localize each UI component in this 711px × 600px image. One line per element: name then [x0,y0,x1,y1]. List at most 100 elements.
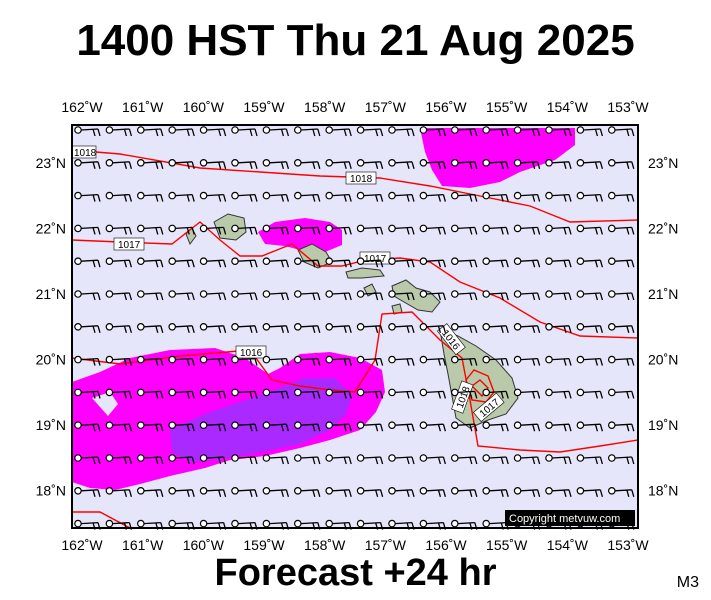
wind-barb [231,486,258,497]
wind-barb [325,224,352,235]
lon-tick-bottom-label: 159˚W [243,537,285,553]
wind-barb [419,355,447,366]
wind-barb [325,388,352,399]
wind-barb [199,388,227,399]
wind-barbs [74,126,635,530]
wind-barb [545,322,572,333]
lon-tick-bottom-label: 158˚W [304,537,346,553]
isobar-label-1: 1018 [71,145,97,159]
wind-barb [482,454,509,465]
wind-barb [199,421,227,432]
wind-barb [607,486,635,497]
wind-barb [388,486,415,497]
wind-barb [293,519,321,530]
lon-tick-top-label: 157˚W [365,99,407,115]
wind-barb [576,388,604,399]
wind-barb [513,126,541,137]
wind-barb [199,290,227,301]
wind-barb [199,519,227,530]
wind-barb [356,224,384,235]
wind-barb [168,322,195,333]
lat-ticks-right: 23˚N 22˚N 21˚N 20˚N 19˚N 18˚N [648,155,678,499]
wind-barb [607,257,635,268]
lat-tick-right-label: 23˚N [648,155,678,171]
wind-barb [325,322,352,333]
lon-tick-top-label: 161˚W [122,99,164,115]
wind-barb [137,519,164,530]
wind-barb [168,355,195,366]
rain-area-inner-hole [92,392,118,416]
wind-barb [105,191,133,202]
wind-barb [607,191,635,202]
wind-barb [576,224,604,235]
wind-barb [293,355,321,366]
wind-barb [231,159,258,169]
wind-barb [105,388,133,399]
wind-barb [356,257,384,268]
svg-text:1018: 1018 [350,174,373,185]
lon-tick-top-label: 156˚W [425,99,467,115]
wind-barb [231,224,258,235]
wind-barb [105,454,133,465]
wind-barb [450,290,478,301]
wind-barb [168,159,195,169]
wind-barb [450,159,478,169]
wind-barb [450,322,478,333]
wind-barb [325,290,352,301]
wind-barb [325,486,352,497]
wind-barb [168,454,195,465]
wind-barb [356,486,384,497]
wind-barb [74,486,101,497]
wind-barb [168,486,195,497]
wind-barb [607,290,635,301]
wind-barb [199,322,227,333]
lon-tick-top-label: 155˚W [486,99,528,115]
wind-barb [482,322,509,333]
wind-barb [450,388,478,399]
wind-barb [199,454,227,465]
wind-barb [325,421,352,432]
wind-barb [293,257,321,268]
wind-barb [168,290,195,301]
rain-area-heavy [170,378,352,462]
lon-tick-bottom-label: 154˚W [547,537,589,553]
wind-barb [545,355,572,366]
wind-barb [607,224,635,235]
wind-barb [545,290,572,301]
wind-barb [607,388,635,399]
wind-barb [388,126,415,137]
wind-barb [576,290,604,301]
wind-barb [325,159,352,169]
wind-barb [576,322,604,333]
wind-barb [356,388,384,399]
wind-barb [356,322,384,333]
wind-barb [262,421,290,432]
wind-barb [74,454,101,465]
wind-barb [137,159,164,169]
lat-tick-right-label: 20˚N [648,352,678,368]
wind-barb [388,191,415,202]
wind-barb [545,191,572,202]
wind-barb [576,355,604,366]
wind-barb [293,388,321,399]
wind-barb [137,257,164,268]
wind-barb [513,454,541,465]
wind-barb [293,126,321,137]
lon-tick-top-label: 158˚W [304,99,346,115]
wind-barb [74,290,101,301]
wind-barb [482,355,509,366]
wind-barb [576,159,604,169]
wind-barb [419,322,447,333]
wind-barb [482,224,509,235]
wind-barb [231,355,258,366]
wind-barb [450,454,478,465]
svg-text:1017: 1017 [364,254,387,265]
svg-text:1017: 1017 [118,240,141,251]
wind-barb [545,486,572,497]
wind-barb [576,454,604,465]
wind-barb [513,224,541,235]
wind-barb [168,519,195,530]
wind-barb [168,257,195,268]
wind-barb [607,322,635,333]
